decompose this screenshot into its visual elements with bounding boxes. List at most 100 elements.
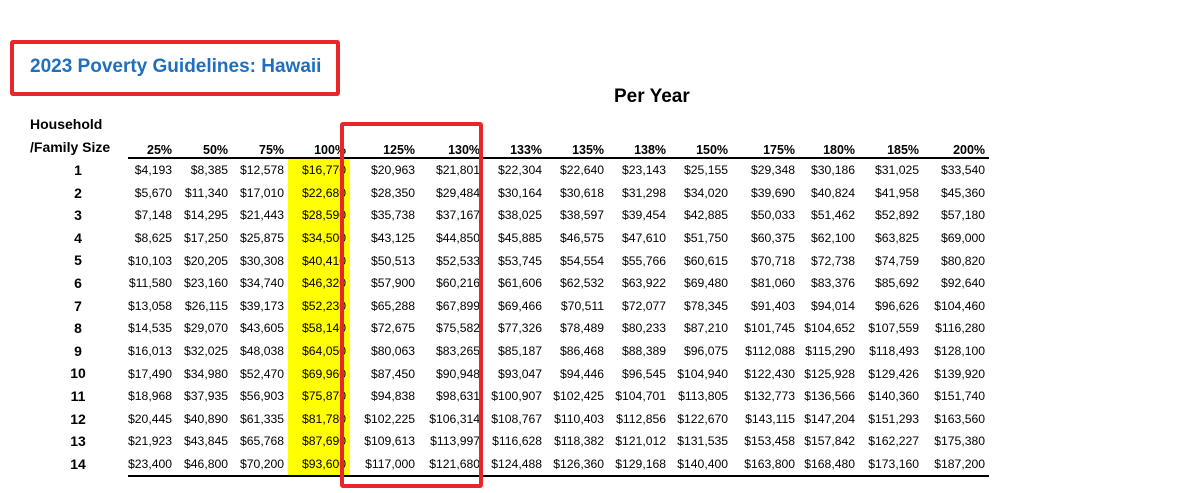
table-cell: $74,759 [875,253,920,268]
table-cell: $72,675 [371,321,416,336]
table-cell: $163,800 [732,452,800,478]
table-cell: $96,545 [622,366,667,381]
table-cell: $7,148 [134,208,173,223]
table-cell: $90,948 [436,366,481,381]
column-header: 130% [419,137,485,159]
table-cell: $104,701 [615,389,667,404]
table-cell: $94,446 [560,366,605,381]
table-cell: $11,340 [184,185,229,200]
table-row: $11,580 $23,160 $34,740 $46,320 $57,900 $60,2… [128,271,989,295]
table-cell: $80,233 [622,321,667,336]
column-header: 135% [546,137,609,159]
table-cell: $62,532 [560,276,605,291]
column-header: 150% [670,137,733,159]
table-cell: $13,058 [128,298,173,313]
table-cell: $23,143 [622,163,667,178]
table-cell: $45,360 [941,185,986,200]
table-cell: $107,559 [868,321,920,336]
table-cell: $106,314 [429,411,481,426]
table-row: $4,193 $8,385 $12,578 $16,770 $20,963 $21,801… [128,158,989,182]
table-cell: $147,204 [804,411,856,426]
table-cell: $93,600 [288,452,351,478]
table-cell: $104,940 [677,366,729,381]
table-cell: $65,288 [371,298,416,313]
table-cell: $43,125 [371,231,416,246]
table-cell: $40,410 [288,249,351,272]
table-cell: $78,489 [560,321,605,336]
table-cell: $132,773 [744,389,796,404]
table-cell: $87,450 [371,366,416,381]
table-cell: $53,745 [498,253,543,268]
family-size-label: 10 [70,365,86,382]
table-cell: $20,445 [128,411,173,426]
table-cell: $39,690 [751,185,796,200]
table-cell: $40,890 [184,411,229,426]
table-cell: $60,216 [436,276,481,291]
table-cell: $52,230 [288,294,351,318]
table-cell: $83,265 [436,344,481,359]
table-cell: $122,430 [744,366,796,381]
table-cell: $92,640 [941,276,986,291]
table-cell: $75,582 [436,321,481,336]
table-cell: $104,652 [804,321,856,336]
table-cell: $69,960 [288,362,351,385]
table-cell: $139,920 [934,366,986,381]
column-header: 180% [799,137,860,159]
table-cell: $43,605 [240,321,285,336]
table-cell: $72,738 [811,253,856,268]
family-size-label: 2 [74,184,82,201]
table-row: $7,148 $14,295 $21,443 $28,590 $35,738 $37,16… [128,204,989,227]
table-cell: $10,103 [128,253,173,268]
table-cell: $109,613 [364,434,416,449]
table-cell: $30,618 [560,185,605,200]
page-title: 2023 Poverty Guidelines: Hawaii [30,56,322,77]
table-cell: $29,070 [184,321,229,336]
table-cell: $52,470 [240,366,285,381]
table-cell: $50,513 [371,253,416,268]
table-row: $21,923 $43,845 $65,768 $87,690 $109,613 $113… [128,430,989,453]
table-cell: $80,820 [941,253,986,268]
table-cell: $151,740 [934,389,986,404]
table-cell: $5,670 [134,185,173,200]
table-cell: $112,856 [616,411,667,426]
column-header: 25% [128,137,177,159]
table-row: $10,103 $20,205 $30,308 $40,410 $50,513 $52,5… [128,249,989,272]
table-cell: $122,670 [677,411,729,426]
table-cell: $28,350 [371,185,416,200]
table-cell: $101,745 [744,321,796,336]
table-cell: $34,500 [288,226,351,250]
table-cell: $104,460 [934,298,986,313]
table-cell: $34,740 [240,276,285,291]
table-cell: $28,590 [288,204,351,227]
table-cell: $63,825 [875,231,920,246]
table-cell: $98,631 [436,389,481,404]
table-cell: $39,454 [622,208,667,223]
table-cell: $140,360 [868,389,920,404]
family-size-label: 9 [74,342,82,359]
table-cell: $70,511 [560,298,605,313]
table-cell: $30,186 [811,163,856,178]
column-header: 125% [350,137,420,159]
column-header: 175% [732,137,800,159]
table-cell: $25,875 [240,231,285,246]
table-cell: $14,535 [128,321,173,336]
table-cell: $55,766 [622,253,667,268]
table-cell: $11,580 [128,276,173,291]
table-cell: $44,850 [436,231,481,246]
table-cell: $37,935 [184,389,229,404]
table-cell: $22,640 [560,163,605,178]
column-header: 200% [923,137,990,159]
table-cell: $22,304 [498,163,543,178]
family-size-label: 7 [74,297,82,314]
table-cell: $113,997 [430,434,481,449]
poverty-guidelines-table: 25% 50% 75% 100% 125% 130% 133% 135% 138% 150% 175… [128,137,990,478]
table-cell: $30,308 [240,253,285,268]
table-cell: $63,922 [622,276,667,291]
table-cell: $69,466 [498,298,543,313]
table-cell: $151,293 [868,411,920,426]
family-size-label: 12 [70,410,86,427]
table-cell: $93,047 [498,366,543,381]
table-cell: $51,750 [684,231,729,246]
table-cell: $30,164 [498,185,543,200]
table-cell: $116,628 [492,434,543,449]
